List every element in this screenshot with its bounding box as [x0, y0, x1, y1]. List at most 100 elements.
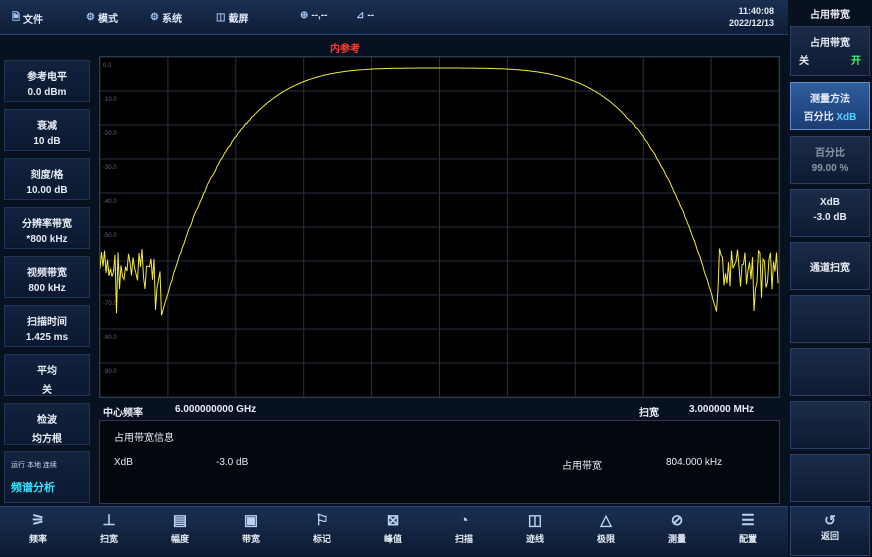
- return-icon: ↺: [824, 512, 836, 528]
- param-label: 衰减: [37, 121, 57, 132]
- measure-method-button[interactable]: 测量方法 百分比 XdB: [790, 82, 870, 130]
- y-tick-label: -40.0: [103, 199, 117, 205]
- y-tick-label: -20.0: [103, 131, 117, 137]
- status-signal: ⊿ --: [356, 10, 375, 21]
- bottom-function-bar: ⚞ 频率 ⊥ 扫宽 ▤ 幅度 ▣ 带宽 ⚐ 标记 ⊠ 峰值 ◔ 扫描 ◫ 迹线 △ 极限 ⊘ 测量 …: [0, 506, 788, 557]
- empty-softkey[interactable]: [790, 348, 870, 396]
- param-scale-div[interactable]: 刻度/格 10.00 dB: [4, 158, 90, 200]
- config-button[interactable]: ☰ 配置: [713, 510, 783, 554]
- amplitude-icon: ▤: [172, 512, 188, 529]
- analysis-mode-text: 频谱分析: [11, 482, 55, 494]
- button-label: 极限: [596, 534, 615, 544]
- button-label: 标记: [312, 534, 331, 544]
- button-value: 99.00 %: [811, 163, 849, 174]
- button-label: 占用带宽: [810, 38, 850, 49]
- param-value: 1.425 ms: [25, 332, 69, 343]
- time-text: 11:40:08: [738, 6, 774, 16]
- y-tick-label: 0.0: [103, 63, 112, 69]
- system-menu[interactable]: ⚙ 系统: [150, 12, 182, 25]
- marker-icon: ⚐: [315, 512, 329, 529]
- button-label: 百分比: [815, 148, 845, 159]
- limit-button[interactable]: △ 极限: [571, 510, 641, 554]
- empty-softkey[interactable]: [790, 295, 870, 343]
- param-attenuation[interactable]: 衰减 10 dB: [4, 109, 90, 151]
- status-box: 运行 本地 连续 频谱分析: [4, 451, 90, 503]
- bandwidth-button[interactable]: ▣ 带宽: [216, 510, 286, 554]
- param-value: 关: [42, 385, 52, 396]
- spectrum-plot: 0.0-10.0-20.0-30.0-40.0-50.0-60.0-70.0-8…: [99, 56, 780, 398]
- param-vbw[interactable]: 视频带宽 800 kHz: [4, 256, 90, 298]
- button-label: 扫描: [454, 534, 473, 544]
- system-icon: ⚙: [150, 12, 159, 23]
- empty-softkey[interactable]: [790, 401, 870, 449]
- menu-title: 占用带宽: [810, 10, 850, 21]
- y-tick-label: -10.0: [103, 97, 117, 103]
- button-label: 幅度: [170, 534, 189, 544]
- button-label: 带宽: [241, 534, 260, 544]
- param-label: 刻度/格: [30, 170, 64, 181]
- status-gps: ⊕ --,--: [300, 10, 328, 21]
- screenshot-menu[interactable]: ◫ 截屏: [216, 12, 249, 25]
- freq-icon: ⚞: [31, 512, 45, 529]
- return-button[interactable]: ↺ 返回: [790, 506, 870, 556]
- mode-menu[interactable]: ⚙ 模式: [86, 12, 118, 25]
- button-label: 峰值: [383, 534, 402, 544]
- param-label: 平均: [37, 366, 57, 377]
- button-label: 测量: [667, 534, 686, 544]
- reference-source-label: 内参考: [330, 44, 360, 55]
- percent-button[interactable]: 百分比 99.00 %: [790, 136, 870, 184]
- button-label: XdB: [820, 197, 840, 208]
- channel-span-button[interactable]: 通道扫宽: [790, 242, 870, 290]
- obw-toggle-button[interactable]: 占用带宽 关 开: [790, 26, 870, 76]
- file-icon: 🗎: [12, 12, 21, 23]
- param-average[interactable]: 平均 关: [4, 354, 90, 396]
- camera-icon: ◫: [216, 12, 226, 23]
- param-sweep-time[interactable]: 扫描时间 1.425 ms: [4, 305, 90, 347]
- button-label: 测量方法: [810, 94, 850, 105]
- peak-icon: ⊠: [386, 512, 400, 529]
- param-value: 10.00 dB: [26, 185, 68, 196]
- on-option: 开: [851, 56, 861, 67]
- button-value: -3.0 dB: [813, 212, 847, 223]
- obw-value: 804.000 kHz: [666, 457, 723, 468]
- left-parameter-panel: 参考电平 0.0 dBm 衰减 10 dB 刻度/格 10.00 dB 分辨率带…: [0, 56, 94, 506]
- graticule: [99, 56, 780, 398]
- globe-icon: ⊕: [300, 10, 309, 21]
- button-label: 配置: [738, 534, 757, 544]
- config-icon: ☰: [741, 512, 755, 529]
- trace-button[interactable]: ◫ 迹线: [500, 510, 570, 554]
- file-menu[interactable]: 🗎 文件: [12, 12, 44, 26]
- spectrum-graph[interactable]: 0.0 -10.0 -20.0 -30.0 -40.0 -50.0 -60.0 -70.0 -8…: [99, 56, 780, 398]
- button-label: 通道扫宽: [810, 263, 850, 274]
- peak-button[interactable]: ⊠ 峰值: [358, 510, 428, 554]
- span-value: 3.000000 MHz: [689, 404, 755, 415]
- param-label: 参考电平: [27, 72, 67, 83]
- off-option: 关: [799, 56, 809, 67]
- param-detector[interactable]: 检波 均方根: [4, 403, 90, 445]
- y-tick-label: -70.0: [103, 301, 117, 307]
- center-freq-value: 6.000000000 GHz: [175, 404, 257, 415]
- info-title: 占用带宽信息: [114, 433, 174, 444]
- amplitude-button[interactable]: ▤ 幅度: [145, 510, 215, 554]
- button-label: 频率: [28, 534, 47, 544]
- param-value: 10 dB: [33, 136, 61, 147]
- span-icon: ⊥: [102, 512, 116, 529]
- marker-button[interactable]: ⚐ 标记: [287, 510, 357, 554]
- sweep-button[interactable]: ◔ 扫描: [429, 510, 499, 554]
- measure-icon: ⊘: [670, 512, 684, 529]
- measure-button[interactable]: ⊘ 测量: [642, 510, 712, 554]
- y-tick-label: -90.0: [103, 369, 117, 375]
- freq-button[interactable]: ⚞ 频率: [3, 510, 73, 554]
- param-rbw[interactable]: 分辨率带宽 *800 kHz: [4, 207, 90, 249]
- param-label: 分辨率带宽: [22, 219, 72, 230]
- param-value: *800 kHz: [26, 234, 68, 245]
- span-button[interactable]: ⊥ 扫宽: [74, 510, 144, 554]
- y-tick-labels: 0.0-10.0-20.0-30.0-40.0-50.0-60.0-70.0-8…: [103, 63, 117, 375]
- param-ref-level[interactable]: 参考电平 0.0 dBm: [4, 60, 90, 102]
- xdb-button[interactable]: XdB -3.0 dB: [790, 189, 870, 237]
- span-label: 扫宽: [639, 408, 659, 419]
- button-label: 扫宽: [99, 534, 118, 544]
- param-value: 0.0 dBm: [27, 87, 67, 98]
- y-tick-label: -30.0: [103, 165, 117, 171]
- empty-softkey[interactable]: [790, 454, 870, 502]
